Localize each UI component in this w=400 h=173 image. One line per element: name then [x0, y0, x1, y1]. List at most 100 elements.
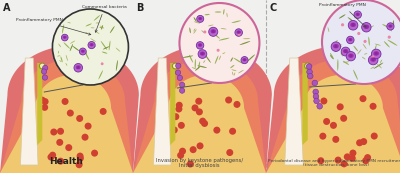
Circle shape: [235, 29, 242, 36]
Circle shape: [190, 146, 197, 153]
Ellipse shape: [91, 27, 94, 28]
Circle shape: [241, 57, 248, 64]
Circle shape: [199, 17, 202, 20]
Circle shape: [49, 152, 56, 159]
Circle shape: [313, 94, 319, 99]
Ellipse shape: [195, 59, 196, 69]
Circle shape: [57, 128, 64, 135]
Ellipse shape: [58, 51, 59, 54]
Ellipse shape: [335, 46, 342, 52]
Ellipse shape: [330, 53, 334, 59]
Ellipse shape: [393, 20, 394, 26]
Circle shape: [88, 42, 95, 49]
Ellipse shape: [76, 65, 79, 72]
Circle shape: [100, 108, 107, 115]
FancyBboxPatch shape: [133, 0, 266, 173]
Circle shape: [354, 11, 362, 19]
Circle shape: [236, 30, 240, 34]
Circle shape: [226, 149, 233, 156]
Circle shape: [180, 3, 260, 83]
Ellipse shape: [94, 15, 100, 21]
Ellipse shape: [194, 21, 200, 24]
Ellipse shape: [194, 28, 196, 31]
Ellipse shape: [330, 55, 334, 59]
Circle shape: [63, 36, 66, 39]
Ellipse shape: [204, 14, 210, 15]
Ellipse shape: [72, 46, 80, 51]
Ellipse shape: [67, 22, 71, 23]
Ellipse shape: [354, 46, 358, 51]
Ellipse shape: [198, 65, 207, 68]
Circle shape: [370, 57, 374, 62]
FancyBboxPatch shape: [266, 0, 400, 173]
Circle shape: [305, 63, 311, 69]
Circle shape: [52, 9, 128, 85]
Circle shape: [331, 42, 341, 51]
Circle shape: [364, 25, 368, 29]
Ellipse shape: [208, 25, 214, 26]
Ellipse shape: [103, 46, 109, 49]
Circle shape: [62, 98, 68, 105]
Circle shape: [244, 58, 247, 61]
Circle shape: [209, 27, 218, 36]
Circle shape: [368, 55, 378, 65]
Text: B: B: [136, 3, 143, 13]
Ellipse shape: [62, 24, 64, 34]
Circle shape: [192, 104, 198, 111]
Circle shape: [196, 42, 204, 49]
Circle shape: [39, 97, 46, 104]
Ellipse shape: [226, 13, 228, 17]
Circle shape: [77, 65, 81, 69]
Polygon shape: [170, 63, 175, 145]
Polygon shape: [133, 75, 266, 173]
Circle shape: [213, 127, 220, 134]
Ellipse shape: [220, 28, 226, 29]
Circle shape: [90, 43, 94, 46]
Ellipse shape: [232, 20, 241, 23]
Ellipse shape: [222, 52, 225, 54]
Circle shape: [370, 103, 376, 110]
Circle shape: [334, 157, 342, 163]
Circle shape: [317, 103, 322, 109]
Ellipse shape: [189, 55, 193, 63]
Polygon shape: [302, 63, 308, 145]
Circle shape: [84, 123, 92, 130]
Circle shape: [56, 139, 63, 146]
Circle shape: [352, 23, 356, 27]
Ellipse shape: [337, 59, 338, 71]
Ellipse shape: [64, 42, 70, 49]
Circle shape: [350, 23, 354, 27]
Ellipse shape: [94, 31, 99, 34]
Circle shape: [176, 63, 181, 68]
Circle shape: [176, 102, 183, 109]
Circle shape: [344, 49, 348, 53]
Text: Health: Health: [50, 157, 84, 166]
Ellipse shape: [377, 64, 382, 68]
Circle shape: [346, 36, 354, 44]
Circle shape: [360, 95, 366, 102]
Ellipse shape: [388, 40, 398, 46]
Ellipse shape: [215, 56, 218, 64]
Circle shape: [320, 98, 327, 104]
Ellipse shape: [203, 60, 205, 63]
Ellipse shape: [60, 56, 63, 62]
Ellipse shape: [101, 41, 107, 50]
Ellipse shape: [58, 44, 61, 47]
Circle shape: [101, 62, 104, 65]
Circle shape: [201, 120, 208, 127]
Circle shape: [197, 15, 204, 22]
Polygon shape: [0, 75, 133, 173]
Circle shape: [348, 38, 352, 41]
Ellipse shape: [66, 63, 67, 66]
Ellipse shape: [116, 48, 120, 52]
Ellipse shape: [86, 24, 92, 26]
Ellipse shape: [373, 45, 376, 56]
Ellipse shape: [340, 53, 343, 56]
Circle shape: [64, 36, 67, 39]
Circle shape: [362, 157, 369, 164]
Text: Proinflammatory PMN: Proinflammatory PMN: [319, 3, 366, 27]
Ellipse shape: [84, 48, 87, 56]
Circle shape: [371, 133, 378, 140]
Circle shape: [67, 110, 74, 117]
Circle shape: [179, 148, 186, 155]
